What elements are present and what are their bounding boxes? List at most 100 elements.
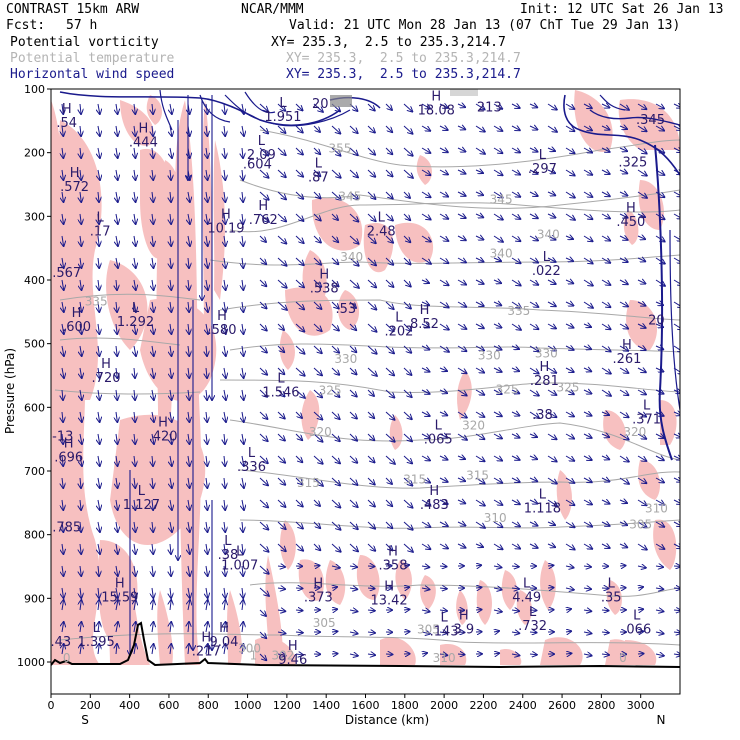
wind-arrow <box>277 367 284 374</box>
wind-arrow <box>313 279 321 287</box>
wind-arrow <box>367 632 375 633</box>
wind-arrow <box>62 301 64 312</box>
wind-arrow <box>313 323 322 331</box>
wind-arrow <box>457 104 465 107</box>
wind-arrow <box>349 301 356 308</box>
wind-arrow <box>331 543 341 552</box>
wind-arrow <box>385 543 393 550</box>
wind-arrow <box>242 125 244 136</box>
wind-arrow <box>367 191 375 199</box>
wind-arrow <box>170 389 172 400</box>
wind-arrow <box>62 279 64 290</box>
wind-arrow <box>367 521 375 529</box>
pv-region <box>574 90 613 152</box>
wind-arrow <box>295 301 304 309</box>
wind-arrow <box>188 587 190 598</box>
x-tick-label: 2200 <box>469 699 497 712</box>
wind-arrow <box>170 147 172 158</box>
wind-arrow <box>673 434 680 437</box>
wind-arrow <box>583 104 592 108</box>
field-xy-pv: XY= 235.3, 2.5 to 235.3,214.7 <box>271 35 506 50</box>
wind-arrow <box>259 653 266 660</box>
wind-arrow <box>457 411 467 418</box>
low-marker: L <box>633 608 641 623</box>
wind-arrow <box>655 456 664 460</box>
wind-arrow <box>259 631 266 638</box>
wind-arrow <box>224 147 225 158</box>
wind-arrow <box>62 521 63 532</box>
wind-arrow <box>583 301 593 308</box>
wind-arrow <box>475 258 483 262</box>
wind-arrow <box>295 632 303 633</box>
wind-arrow <box>259 587 269 596</box>
wind-arrow <box>116 191 118 202</box>
wind-arrow <box>206 257 208 268</box>
extremum-value: .53 <box>336 302 357 317</box>
theta-isoline <box>219 379 680 394</box>
wind-arrow <box>134 389 135 400</box>
wind-arrow <box>439 588 447 589</box>
wind-arrow <box>259 609 266 616</box>
wind-arrow <box>583 588 591 589</box>
wind-arrow <box>475 521 485 528</box>
wind-arrow <box>601 412 609 415</box>
wind-arrow <box>385 389 394 398</box>
wind-arrow <box>547 125 557 132</box>
wind-arrow <box>565 302 573 306</box>
wind-arrow <box>673 544 680 548</box>
theta-label: 320 <box>309 425 332 439</box>
wind-arrow <box>403 169 413 178</box>
wind-arrow <box>601 236 610 241</box>
wind-arrow <box>224 499 225 510</box>
wind-arrow <box>385 257 393 265</box>
wind-arrow <box>673 456 680 460</box>
wind-arrow <box>170 103 172 114</box>
pv-region <box>311 197 363 251</box>
wind-arrow <box>655 235 665 241</box>
wind-arrow <box>547 103 557 110</box>
wind-arrow <box>565 346 574 350</box>
theta-isoline <box>59 337 181 346</box>
wind-arrow <box>277 433 285 441</box>
wind-arrow <box>457 654 465 655</box>
wind-arrow <box>494 631 499 632</box>
wind-arrow <box>475 125 485 132</box>
theta-label: 340 <box>490 247 513 261</box>
wind-arrow <box>385 191 393 198</box>
wind-arrow <box>529 544 538 548</box>
wind-arrow <box>421 632 430 634</box>
wind-arrow <box>619 214 627 218</box>
wind-arrow <box>655 324 663 327</box>
wind-arrow <box>511 566 519 567</box>
pv-region <box>540 637 583 665</box>
low-marker: L <box>279 96 287 111</box>
wind-arrow <box>295 257 304 265</box>
wind-arrow <box>259 169 268 178</box>
high-marker: H <box>219 621 229 636</box>
wind-arrow <box>206 565 208 576</box>
wind-arrow <box>457 192 466 196</box>
wind-arrow <box>80 455 82 466</box>
theta-isoline <box>54 389 201 395</box>
extremum-value: 13.42 <box>370 594 407 609</box>
wind-arrow <box>421 390 430 394</box>
wind-arrow <box>529 367 539 373</box>
wind-arrow <box>277 411 285 418</box>
wind-arrow <box>637 258 645 261</box>
wind-arrow <box>637 390 646 394</box>
wind-arrow <box>475 544 483 547</box>
wind-arrow <box>224 622 226 633</box>
wind-arrow <box>331 191 341 200</box>
wind-arrow <box>98 213 99 224</box>
pv-region <box>540 560 556 610</box>
wind-arrow <box>439 170 448 174</box>
wind-arrow <box>511 235 520 241</box>
pv-region <box>325 560 346 605</box>
wind-arrow <box>403 433 412 441</box>
wind-arrow <box>313 235 321 243</box>
wind-arrow <box>457 258 466 262</box>
wind-arrow <box>547 280 556 284</box>
wind-arrow <box>529 434 537 437</box>
wind-arrow <box>494 653 499 654</box>
wind-arrow <box>349 521 358 529</box>
